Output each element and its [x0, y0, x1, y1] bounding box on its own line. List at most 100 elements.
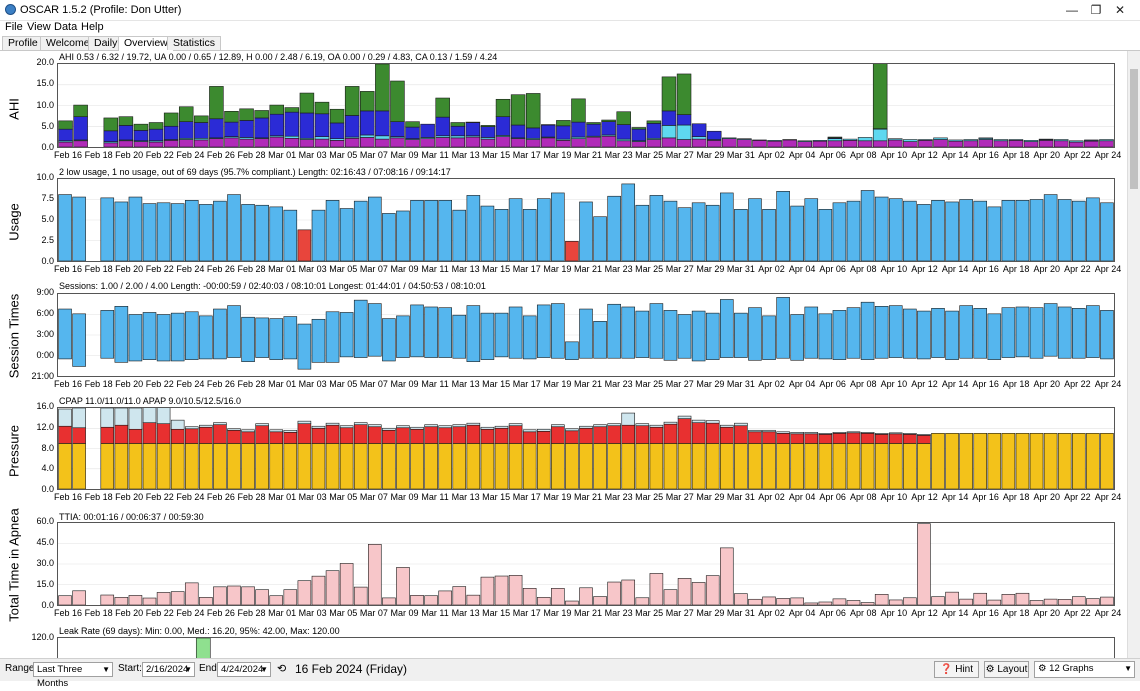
usage-bar: [1100, 203, 1113, 261]
x-tick-label: Feb 16: [54, 150, 82, 160]
ahi-bar-ca: [858, 141, 872, 147]
hint-button[interactable]: ❓ Hint: [934, 661, 979, 678]
x-tick-label: Apr 08: [850, 492, 877, 502]
menu-file[interactable]: File: [5, 21, 23, 33]
ttia-bar: [59, 596, 72, 605]
pressure-bar-max: [692, 420, 705, 423]
menu-data[interactable]: Data: [54, 21, 77, 33]
pressure-bar-min: [636, 443, 649, 489]
pressure-bar-95: [537, 431, 550, 443]
close-button[interactable]: ✕: [1097, 0, 1140, 20]
x-tick-label: Apr 14: [942, 608, 969, 618]
session-bar: [73, 314, 86, 367]
usage-bar: [284, 210, 297, 261]
pressure-bar-max: [242, 430, 255, 432]
x-tick-label: Feb 24: [176, 492, 204, 502]
pressure-bar-min: [1086, 433, 1099, 489]
ahi-bar-oa: [903, 140, 917, 142]
graphs-scrollbar[interactable]: [1127, 51, 1140, 658]
pressure-bar-95: [692, 423, 705, 444]
x-tick-label: Mar 27: [666, 608, 694, 618]
layout-button[interactable]: ⚙ Layout: [984, 661, 1029, 678]
ttia-bar: [537, 597, 550, 605]
usage-bar: [1058, 200, 1071, 262]
ahi-bar-h: [104, 131, 118, 142]
pressure-bar-max: [467, 423, 480, 425]
x-tick-label: Mar 17: [513, 492, 541, 502]
session-bar: [129, 315, 142, 361]
pressure-bar-min: [425, 443, 438, 489]
session-bar: [565, 342, 578, 360]
usage-bar: [903, 201, 916, 261]
pressure-bar-min: [565, 443, 578, 489]
reset-range-icon[interactable]: ⟲: [277, 662, 286, 675]
x-tick-label: Apr 02: [758, 608, 785, 618]
ttia-bar: [734, 594, 747, 605]
ahi-bar-ca: [59, 142, 73, 147]
ahi-bar-h: [300, 113, 314, 138]
start-date-field[interactable]: 2/16/2024▼: [142, 662, 195, 677]
ttia-bar: [622, 580, 635, 605]
range-select[interactable]: Last Three Months▼: [33, 662, 113, 677]
graphs-dropdown[interactable]: ⚙ 12 Graphs▼: [1034, 661, 1135, 678]
x-tick-label: Apr 08: [850, 264, 877, 274]
scrollbar-thumb[interactable]: [1130, 69, 1138, 189]
chevron-down-icon: ▼: [184, 663, 192, 677]
y-tick-label: 15.0: [28, 78, 54, 88]
usage-bar: [1030, 200, 1043, 262]
tab-statistics[interactable]: Statistics: [167, 36, 221, 50]
pressure-bar-min: [889, 443, 902, 489]
pressure-bar-max: [411, 427, 424, 429]
x-tick-label: Apr 06: [819, 264, 846, 274]
pressure-bar-95: [861, 433, 874, 443]
pressure-bar-min: [439, 443, 452, 489]
usage-bar: [340, 209, 353, 261]
ahi-bar-oa: [722, 138, 736, 139]
ttia-bar: [1002, 594, 1015, 605]
usage-bar: [1002, 200, 1015, 261]
ahi-bar-ua: [587, 123, 601, 125]
ahi-bar-ua: [74, 105, 88, 117]
pressure-bar-95: [228, 430, 241, 443]
ahi-bar-ca: [285, 138, 299, 147]
x-tick-label: Mar 13: [452, 608, 480, 618]
plot-ttia[interactable]: [57, 522, 1115, 606]
plot-usage[interactable]: [57, 178, 1115, 262]
x-tick-label: Apr 02: [758, 150, 785, 160]
session-bar: [411, 305, 424, 357]
ttia-bar: [143, 598, 156, 605]
x-tick-label: Mar 07: [360, 608, 388, 618]
ahi-bar-oa: [1054, 140, 1068, 141]
pressure-bar-min: [411, 443, 424, 489]
pressure-bar-95: [580, 428, 593, 443]
ttia-bar: [1100, 597, 1113, 605]
menu-view[interactable]: View: [27, 21, 51, 33]
usage-bar: [382, 213, 395, 261]
plot-ahi[interactable]: [57, 63, 1115, 148]
app-icon: [5, 4, 16, 15]
ahi-bar-ua: [164, 113, 178, 126]
y-tick-label: 15.0: [28, 579, 54, 589]
pressure-bar-min: [946, 433, 959, 489]
ahi-bar-ca: [1100, 141, 1114, 147]
ttia-bar: [270, 596, 283, 605]
ahi-bar-oa: [1100, 140, 1114, 141]
end-date-field[interactable]: 4/24/2024▼: [217, 662, 271, 677]
plot-session-times[interactable]: [57, 293, 1115, 377]
x-tick-label: Apr 16: [972, 492, 999, 502]
menu-help[interactable]: Help: [81, 21, 104, 33]
plot-pressure[interactable]: [57, 407, 1115, 490]
ahi-bar-ca: [149, 142, 163, 147]
tab-overview[interactable]: Overview: [118, 36, 174, 51]
pressure-bar-max: [439, 426, 452, 428]
tab-profile[interactable]: Profile: [2, 36, 44, 50]
x-tick-label: Apr 12: [911, 264, 938, 274]
graph-icon: ⚙: [1038, 663, 1047, 674]
x-tick-label: Feb 18: [85, 150, 113, 160]
ahi-bar-ca: [888, 140, 902, 147]
ttia-bar: [946, 592, 959, 605]
session-bar: [340, 312, 353, 356]
session-bar: [678, 315, 691, 359]
ttia-bar: [1044, 599, 1057, 605]
session-bar: [580, 309, 593, 358]
